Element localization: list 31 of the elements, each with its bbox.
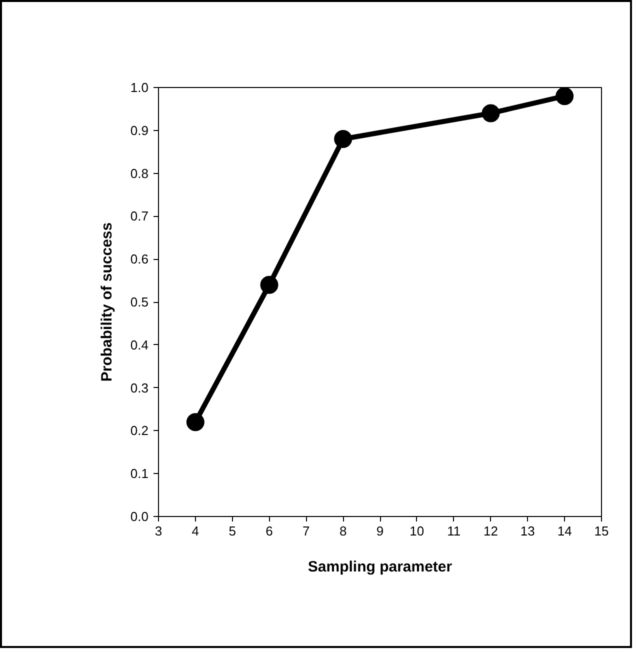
point [334, 130, 352, 148]
y-axis-title: Probability of success [98, 222, 116, 382]
y-tick-label: 0.8 [130, 166, 149, 181]
y-tick-label: 0.4 [130, 337, 149, 352]
x-tick-label: 14 [557, 524, 572, 538]
x-tick-label: 10 [410, 524, 424, 538]
x-tick-label: 8 [339, 524, 347, 538]
x-tick-label: 4 [192, 524, 200, 538]
x-axis-title: Sampling parameter [308, 558, 452, 576]
x-tick-label: 3 [154, 524, 162, 538]
x-tick-label: 7 [302, 524, 310, 538]
y-tick-label: 0.2 [130, 423, 149, 438]
x-tick-label: 13 [520, 524, 535, 538]
x-tick-label: 6 [266, 524, 273, 538]
point [260, 276, 278, 294]
point [186, 413, 204, 432]
point [556, 88, 574, 106]
y-tick-label: 0.5 [130, 294, 149, 310]
y-tick-label: 0.6 [130, 252, 149, 267]
y-tick-label: 0.7 [130, 208, 149, 224]
y-tick-label: 0.9 [130, 122, 149, 138]
x-tick-label: 9 [376, 524, 384, 538]
point [482, 104, 500, 122]
y-tick-label: 1.0 [130, 80, 149, 95]
x-tick-label: 15 [594, 524, 609, 538]
y-tick-label: 0.3 [130, 380, 149, 396]
x-tick-label: 11 [447, 524, 461, 538]
x-tick-label: 12 [484, 524, 498, 538]
y-tick-label: 0.1 [130, 466, 149, 482]
x-tick-label: 5 [228, 524, 236, 538]
y-tick-label: 0.0 [130, 509, 149, 524]
